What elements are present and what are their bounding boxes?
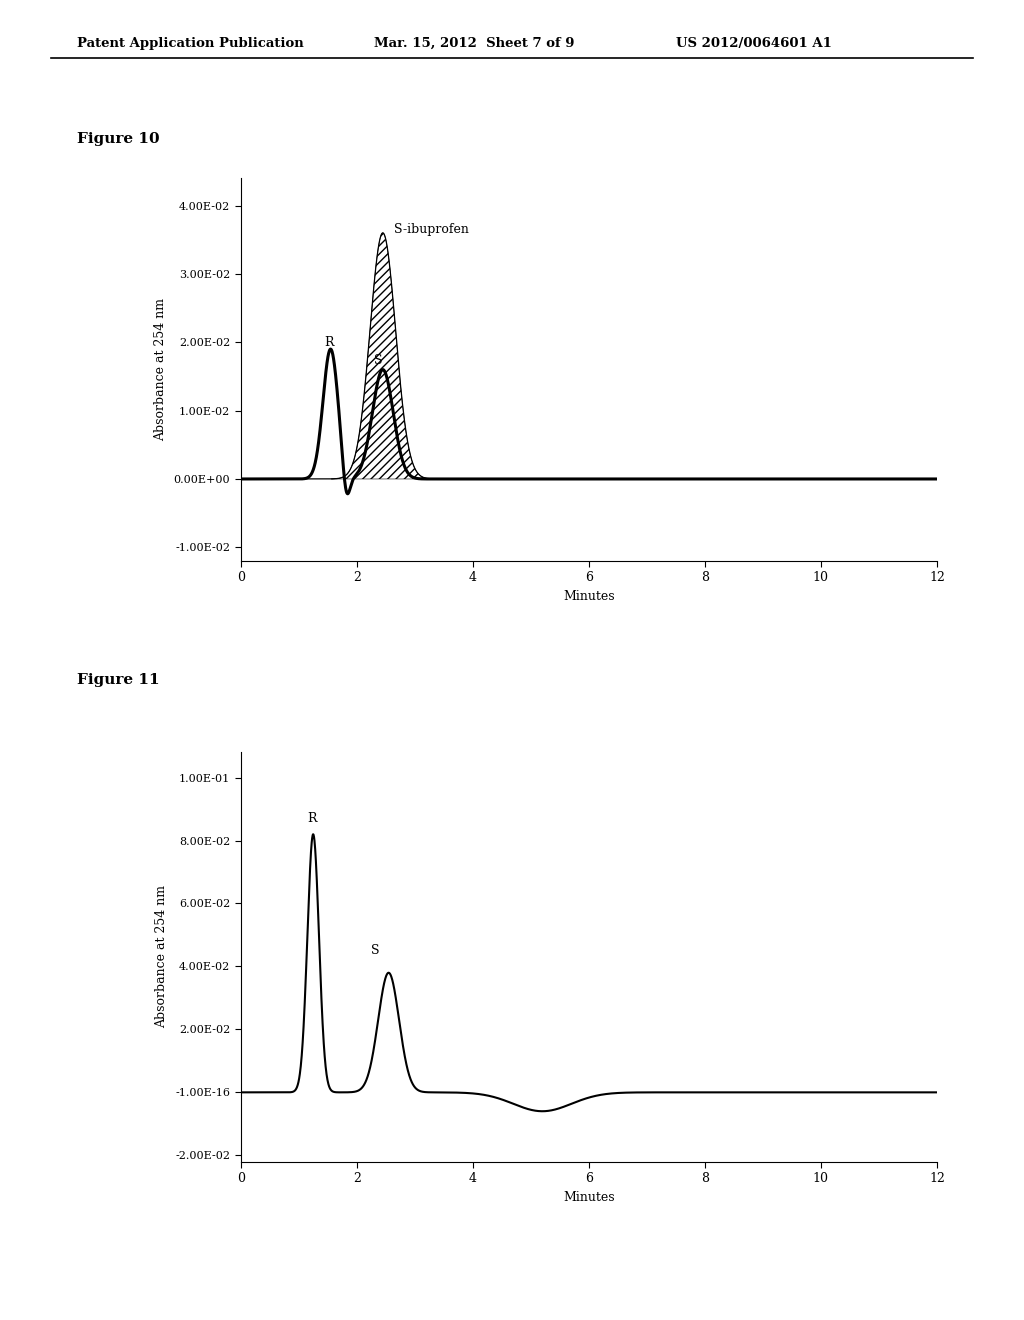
Text: Figure 11: Figure 11: [77, 673, 160, 688]
Text: R: R: [325, 335, 334, 348]
Text: S: S: [371, 944, 380, 957]
Text: R: R: [307, 812, 316, 825]
Y-axis label: Absorbance at 254 nm: Absorbance at 254 nm: [154, 298, 167, 441]
X-axis label: Minutes: Minutes: [563, 1191, 614, 1204]
Text: S-ibuprofen: S-ibuprofen: [394, 223, 469, 236]
X-axis label: Minutes: Minutes: [563, 590, 614, 603]
Y-axis label: Absorbance at 254 nm: Absorbance at 254 nm: [156, 886, 168, 1028]
Text: Figure 10: Figure 10: [77, 132, 160, 147]
Text: S: S: [374, 354, 383, 367]
Text: US 2012/0064601 A1: US 2012/0064601 A1: [676, 37, 831, 50]
Text: Patent Application Publication: Patent Application Publication: [77, 37, 303, 50]
Text: Mar. 15, 2012  Sheet 7 of 9: Mar. 15, 2012 Sheet 7 of 9: [374, 37, 574, 50]
